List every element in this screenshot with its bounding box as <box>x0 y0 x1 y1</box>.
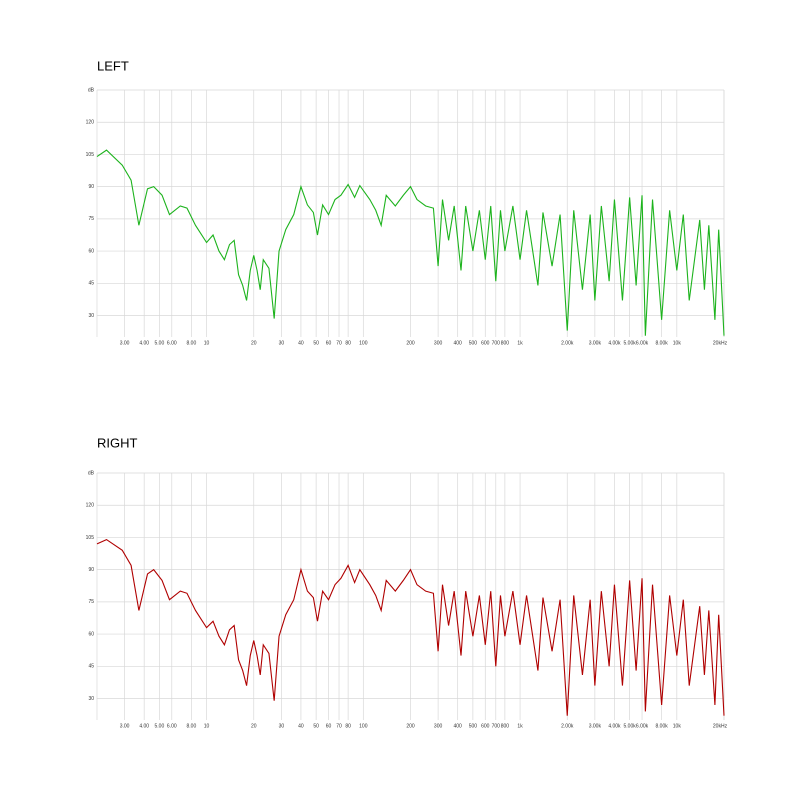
x-tick-label: 50 <box>313 723 319 729</box>
x-tick-label: 10 <box>204 340 210 346</box>
x-tick-label: 20 <box>251 723 257 729</box>
x-tick-label: 800 <box>501 723 510 729</box>
x-tick-label: 20kHz <box>713 340 728 346</box>
y-tick-label: 120 <box>86 503 95 509</box>
x-tick-label: 60 <box>326 723 332 729</box>
x-tick-label: 70 <box>336 340 342 346</box>
y-tick-label: 45 <box>88 664 94 670</box>
x-tick-label: 4.00k <box>608 723 621 729</box>
x-tick-label: 10k <box>673 723 682 729</box>
x-tick-label: 5.00 <box>155 723 165 729</box>
y-tick-label: 60 <box>88 248 94 254</box>
x-tick-label: 80 <box>345 723 351 729</box>
y-tick-label: 60 <box>88 631 94 637</box>
y-tick-label: 45 <box>88 281 94 287</box>
x-tick-label: 200 <box>406 340 415 346</box>
x-tick-label: 10 <box>204 723 210 729</box>
spectrum-line <box>96 538 725 716</box>
x-tick-label: 600 <box>481 340 490 346</box>
y-axis-label: dB <box>88 470 95 476</box>
x-tick-label: 1k <box>517 340 523 346</box>
y-tick-label: 105 <box>86 152 95 158</box>
y-tick-label: 90 <box>88 184 94 190</box>
x-tick-label: 40 <box>298 340 304 346</box>
x-tick-label: 10k <box>673 340 682 346</box>
y-tick-label: 105 <box>86 535 95 541</box>
x-tick-label: 400 <box>454 340 463 346</box>
x-tick-label: 5.00 <box>155 340 165 346</box>
x-tick-label: 800 <box>501 340 510 346</box>
x-tick-label: 700 <box>492 340 501 346</box>
x-tick-label: 30 <box>279 340 285 346</box>
x-tick-label: 80 <box>345 340 351 346</box>
x-tick-label: 50 <box>313 340 319 346</box>
x-tick-label: 400 <box>454 723 463 729</box>
x-tick-label: 4.00k <box>608 340 621 346</box>
x-tick-label: 4.00 <box>139 723 149 729</box>
x-tick-label: 70 <box>336 723 342 729</box>
x-tick-label: 8.00k <box>656 723 669 729</box>
x-tick-label: 300 <box>434 723 443 729</box>
x-tick-label: 3.00k <box>589 340 602 346</box>
x-tick-label: 2.00k <box>561 340 574 346</box>
x-tick-label: 5.00k <box>624 340 637 346</box>
x-tick-label: 6.00k <box>636 340 649 346</box>
x-tick-label: 500 <box>469 723 478 729</box>
x-tick-label: 3.00k <box>589 723 602 729</box>
x-tick-label: 2.00k <box>561 723 574 729</box>
x-tick-label: 20kHz <box>713 723 728 729</box>
x-tick-label: 30 <box>279 723 285 729</box>
y-tick-label: 30 <box>88 313 94 319</box>
x-tick-label: 8.00 <box>187 723 197 729</box>
x-tick-label: 3.00 <box>120 340 130 346</box>
x-tick-label: 300 <box>434 340 443 346</box>
x-tick-label: 6.00 <box>167 340 177 346</box>
x-tick-label: 4.00 <box>139 340 149 346</box>
x-tick-label: 40 <box>298 723 304 729</box>
y-tick-label: 75 <box>88 216 94 222</box>
x-tick-label: 20 <box>251 340 257 346</box>
x-tick-label: 600 <box>481 723 490 729</box>
x-tick-label: 8.00k <box>656 340 669 346</box>
chart-title: LEFT <box>97 58 129 73</box>
y-tick-label: 90 <box>88 567 94 573</box>
x-tick-label: 3.00 <box>120 723 130 729</box>
x-tick-label: 6.00 <box>167 723 177 729</box>
x-tick-label: 700 <box>492 723 501 729</box>
x-tick-label: 8.00 <box>187 340 197 346</box>
y-tick-label: 75 <box>88 599 94 605</box>
x-tick-label: 60 <box>326 340 332 346</box>
x-tick-label: 200 <box>406 723 415 729</box>
spectrum-line <box>96 149 725 336</box>
x-tick-label: 1k <box>517 723 523 729</box>
x-tick-label: 100 <box>359 723 368 729</box>
y-axis-label: dB <box>88 87 95 93</box>
x-tick-label: 5.00k <box>624 723 637 729</box>
y-tick-label: 30 <box>88 696 94 702</box>
x-tick-label: 500 <box>469 340 478 346</box>
x-tick-label: 100 <box>359 340 368 346</box>
chart-title: RIGHT <box>97 435 138 450</box>
y-tick-label: 120 <box>86 120 95 126</box>
x-tick-label: 6.00k <box>636 723 649 729</box>
